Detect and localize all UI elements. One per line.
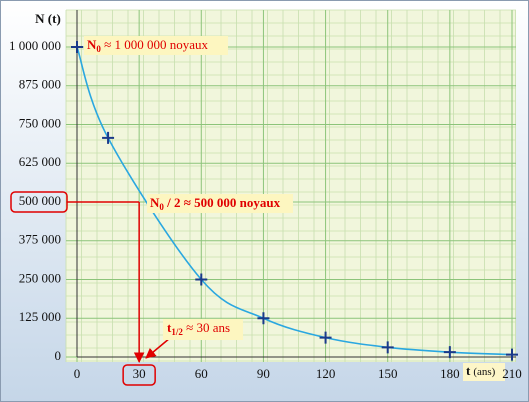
x-axis-symbol: t [466,363,471,378]
annotation-sub: 0 [96,44,101,54]
point-marker [506,348,518,361]
annotation-box [84,36,228,55]
y-tick-label: 375 000 [19,232,61,247]
annotation-text: / 2 ≈ 500 000 noyaux [164,195,281,210]
annotation: N0 ≈ 1 000 000 noyaux [87,37,209,54]
annotation-box [163,319,243,340]
point-marker [319,331,332,344]
y-tick-label: 1 000 000 [9,38,61,53]
x-tick-label: 90 [257,366,270,381]
point-marker [195,273,208,286]
annotation-symbol: N [150,195,160,210]
y-tick-label: 250 000 [19,270,61,285]
annotation: t1/2 ≈ 30 ans [167,320,230,337]
y-tick-label: 0 [55,348,62,363]
x-label-box [463,363,505,381]
x-tick-label: 60 [195,366,208,381]
x-tick-label: 150 [378,366,398,381]
annotation-symbol: t [167,320,172,335]
y-axis-label: N (t) [35,11,61,26]
plot-area [66,10,516,362]
annotation-symbol: N [87,37,97,52]
y-tick-label: 125 000 [19,309,61,324]
x-tick-label: 180 [440,366,460,381]
pointer [145,337,171,359]
point-marker [443,346,456,359]
annotation-sub: 1/2 [171,327,183,337]
annotation-text: ≈ 1 000 000 noyaux [101,37,209,52]
x-tick-label: 210 [502,366,522,381]
annotation-text: ≈ 30 ans [183,320,230,335]
x-tick-label: 0 [74,366,81,381]
x-axis-unit: (ans) [473,366,495,378]
point-marker [71,41,83,53]
point-marker [381,341,394,354]
x-tick-label: 120 [316,366,336,381]
y-tick-label: 500 000 [19,193,61,208]
annotation: N0 / 2 ≈ 500 000 noyaux [150,195,281,212]
point-marker [102,131,115,144]
x-axis-label: t (ans) [466,363,496,378]
x-tick-label: 30 [133,366,146,381]
point-marker [257,312,270,325]
annotation-sub: 0 [159,202,164,212]
y-tick-label: 875 000 [19,77,61,92]
tick-highlight [122,364,156,386]
y-tick-label: 625 000 [19,154,61,169]
y-tick-label: 750 000 [19,115,61,130]
annotation-box [147,194,293,213]
